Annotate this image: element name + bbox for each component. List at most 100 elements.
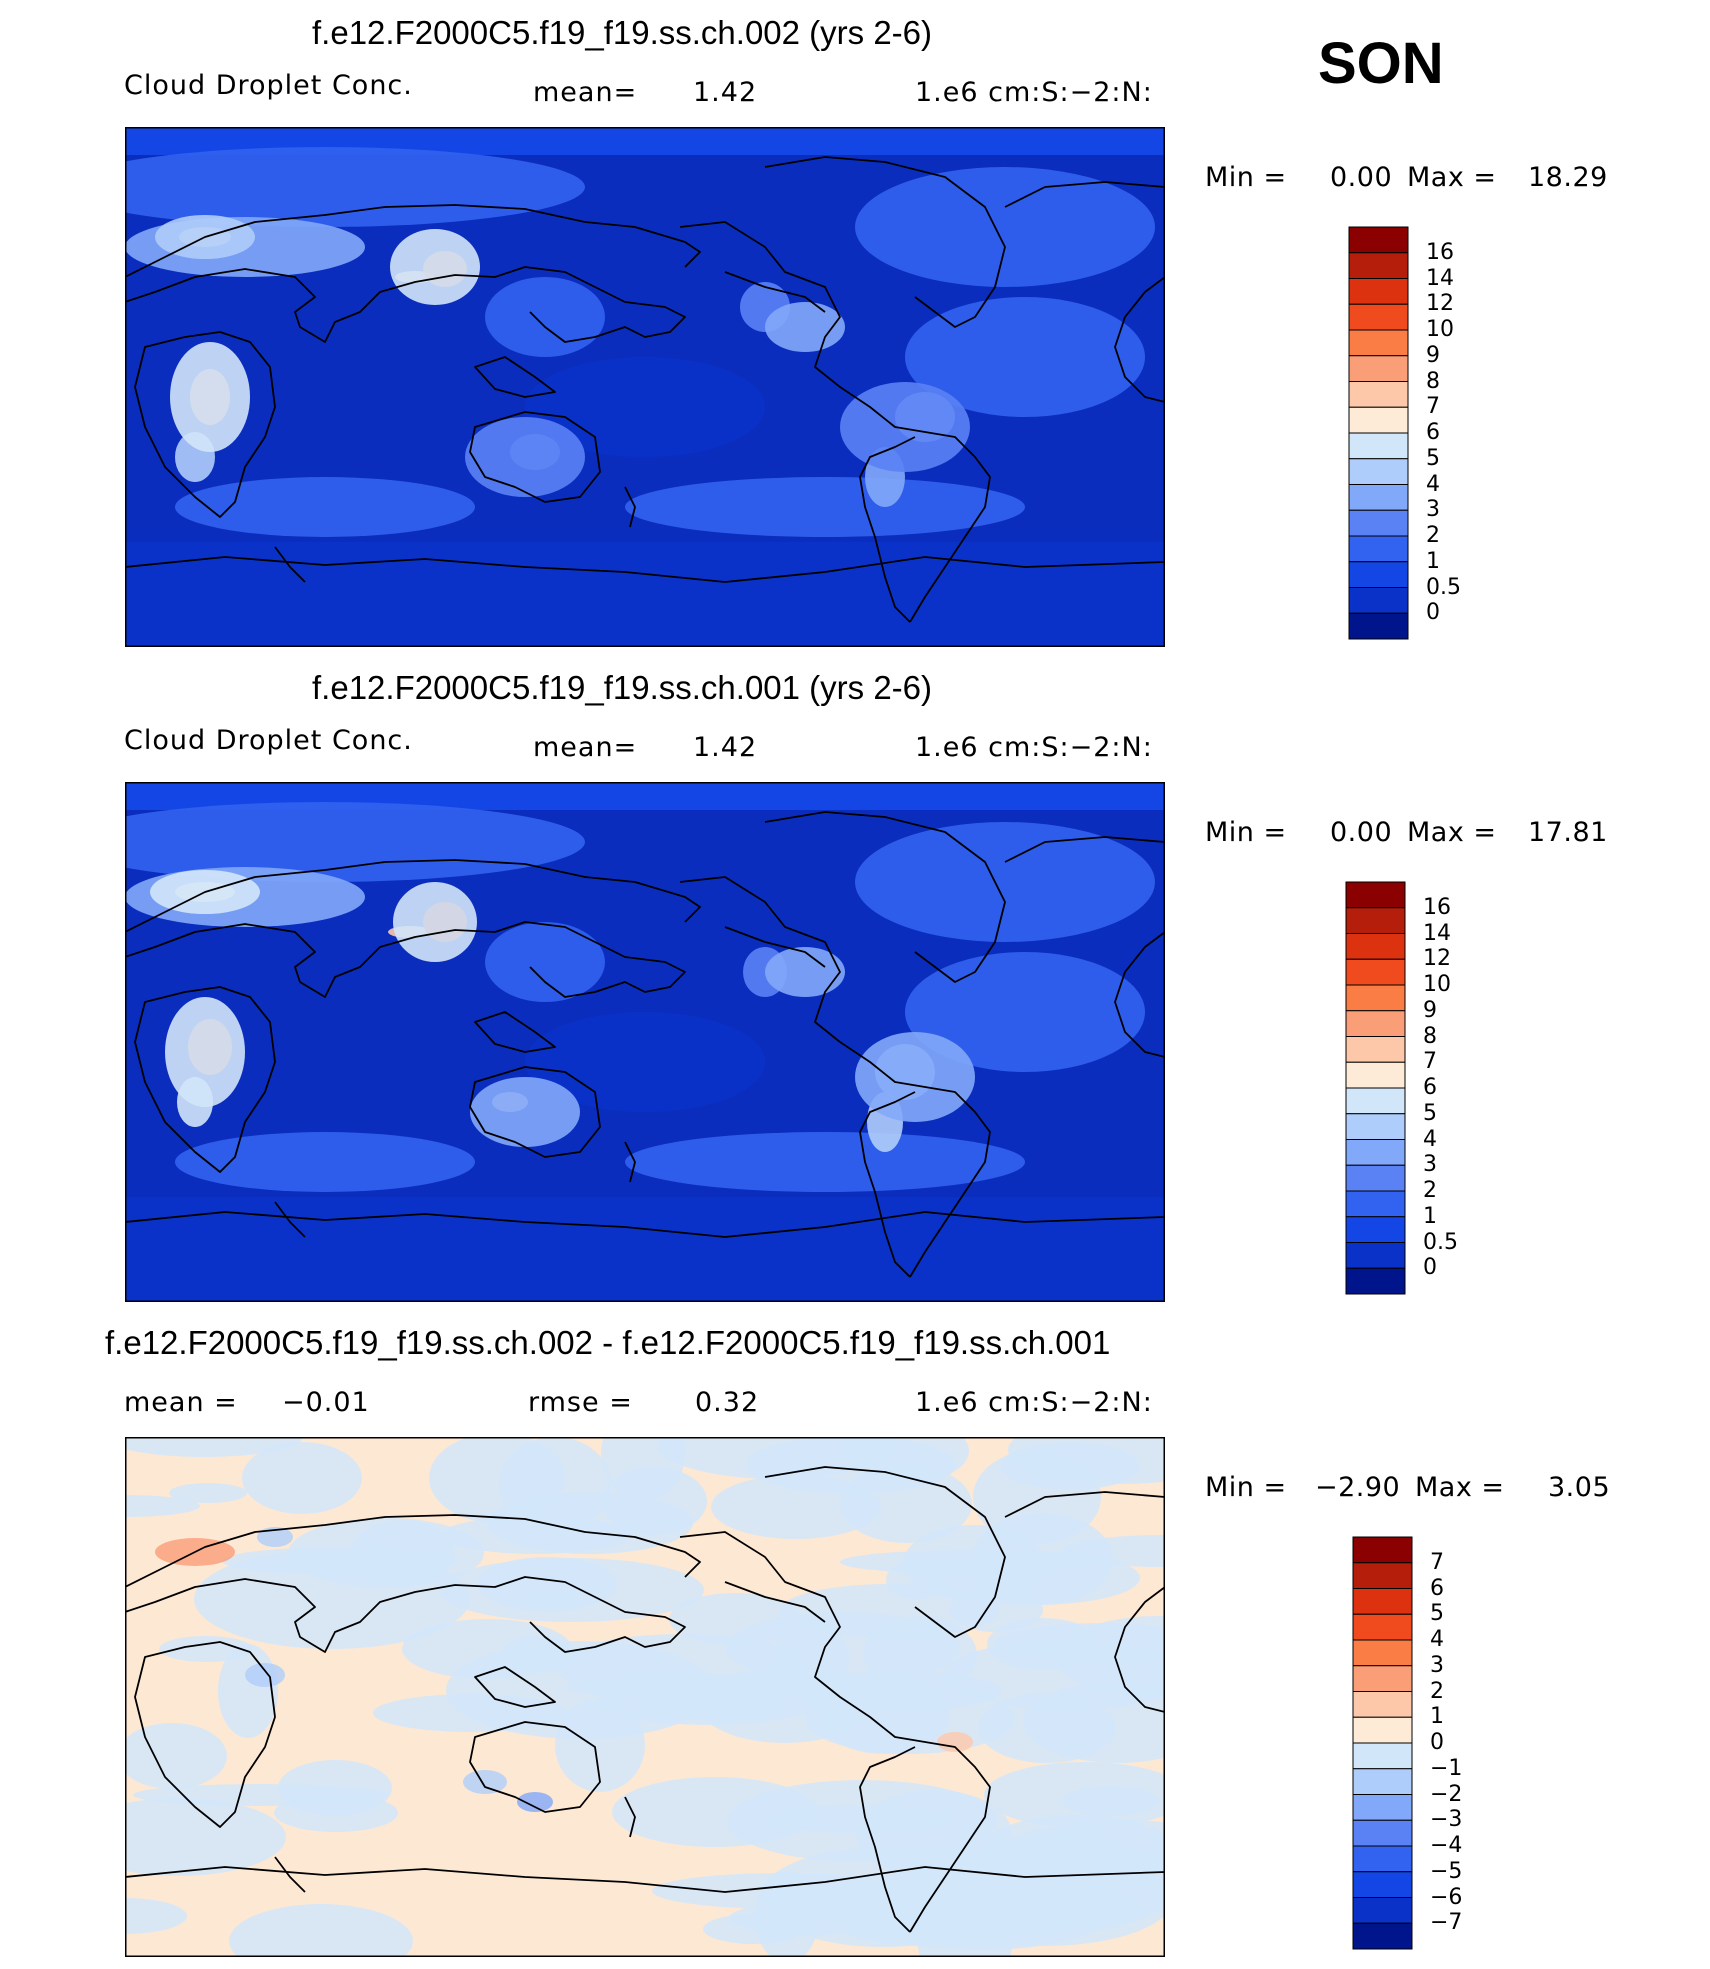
field-contour: [855, 1032, 975, 1122]
panel2-variable-label: Cloud Droplet Conc.: [124, 725, 413, 756]
panel2-coastlines: [125, 811, 1165, 1278]
field-contour: [840, 1550, 1100, 1574]
panel3-title: f.e12.F2000C5.f19_f19.ss.ch.002 - f.e12.…: [105, 1324, 1111, 1361]
colorbar-label: 9: [1426, 342, 1440, 368]
field-contour: [485, 277, 605, 357]
colorbar-swatch: [1352, 1794, 1413, 1821]
field-contour: [1061, 1786, 1159, 1816]
colorbar-swatch: [1345, 1061, 1406, 1089]
field-contour: [175, 477, 475, 537]
coastline: [474, 1666, 556, 1708]
colorbar-label: 7: [1426, 394, 1440, 420]
coastline: [1114, 276, 1165, 403]
coastline: [474, 356, 556, 398]
panel2-title: f.e12.F2000C5.f19_f19.ss.ch.001 (yrs 2-6…: [312, 669, 933, 706]
coastline: [1004, 181, 1165, 208]
colorbar-swatch: [1345, 984, 1406, 1012]
panel1-max-value: 18.29: [1528, 162, 1608, 193]
field-contour: [937, 1732, 973, 1752]
colorbar-swatch: [1352, 1819, 1413, 1847]
field-contour: [840, 1465, 972, 1543]
coastline: [859, 1091, 916, 1278]
panel2-map: [125, 782, 1165, 1302]
coastline: [679, 1531, 991, 1933]
colorbar-swatch: [1352, 1536, 1413, 1564]
colorbar-swatch: [1345, 1010, 1406, 1037]
colorbar-swatch: [1352, 1768, 1413, 1795]
coastline: [125, 266, 686, 343]
colorbar-label: −3: [1430, 1807, 1463, 1833]
field-contour: [525, 1012, 765, 1112]
panel2-max-value: 17.81: [1528, 817, 1608, 848]
coastline: [764, 811, 1006, 983]
panel3-min-value: −2.90: [1315, 1472, 1401, 1503]
field-contour: [993, 1827, 1127, 1901]
field-contour: [169, 1483, 247, 1503]
field-contour: [242, 1442, 362, 1514]
field-contour: [855, 167, 1155, 287]
colorbar-swatch: [1348, 406, 1409, 434]
colorbar-swatch: [1348, 432, 1409, 460]
field-contour: [470, 1077, 580, 1147]
field-contour: [905, 297, 1145, 417]
colorbar-label: 7: [1423, 1049, 1437, 1075]
colorbar-label: 2: [1426, 523, 1440, 548]
colorbar-label: 4: [1423, 1126, 1437, 1152]
field-contour: [175, 1132, 475, 1192]
panel3-max-value: 3.05: [1548, 1472, 1611, 1503]
panel2-units: 1.e6 cm:S:−2:N:: [915, 732, 1153, 763]
colorbar-swatch: [1348, 303, 1409, 331]
field-contour: [125, 802, 585, 882]
colorbar-label: 1: [1426, 548, 1440, 574]
field-contour: [125, 1495, 200, 1517]
colorbar-label: 4: [1430, 1627, 1444, 1652]
field-contour: [465, 417, 585, 497]
colorbar-swatch: [1345, 933, 1406, 960]
coastline: [1004, 1491, 1165, 1518]
coastline: [274, 1856, 306, 1893]
field-contour: [125, 1798, 286, 1876]
panel2-max-label: Max =: [1407, 817, 1497, 848]
panel3-min-label: Min =: [1205, 1472, 1287, 1503]
colorbar-swatch: [1352, 1845, 1413, 1873]
colorbar-swatch: [1345, 1139, 1406, 1166]
panel2-mean-value: 1.42: [693, 732, 758, 763]
coastline: [134, 986, 276, 1173]
colorbar-swatch: [1348, 355, 1409, 382]
coastline: [125, 556, 1165, 583]
field-contour: [1055, 1616, 1165, 1698]
field-contour: [170, 342, 250, 452]
colorbar-label: 16: [1426, 239, 1454, 265]
colorbar-swatch: [1348, 329, 1409, 357]
panel3-map: [125, 1437, 1165, 1957]
field-contour: [517, 1792, 553, 1812]
coastline: [724, 926, 826, 968]
panel1-title: f.e12.F2000C5.f19_f19.ss.ch.002 (yrs 2-6…: [312, 14, 933, 51]
coastline: [125, 859, 701, 933]
colorbar-swatch: [1352, 1613, 1413, 1641]
colorbar-label: 3: [1430, 1652, 1444, 1678]
field-contour: [441, 1516, 631, 1554]
coastline: [469, 1721, 601, 1813]
panel3-rmse-value: 0.32: [695, 1387, 760, 1418]
panel3-mean-label: mean =: [124, 1387, 238, 1418]
field-contour: [229, 1904, 413, 1957]
panel1-min-label: Min =: [1205, 162, 1287, 193]
colorbar-label: −1: [1430, 1755, 1463, 1781]
panel2-min-label: Min =: [1205, 817, 1287, 848]
colorbar-swatch: [1345, 1113, 1406, 1140]
panel1-variable-label: Cloud Droplet Conc.: [124, 70, 413, 101]
colorbar-swatch: [1345, 1216, 1406, 1243]
field-contour: [973, 1450, 1101, 1544]
coastline: [624, 486, 636, 528]
colorbar-swatch: [1352, 1742, 1413, 1770]
panel2-mean-label: mean=: [533, 732, 638, 763]
coastline: [469, 1066, 601, 1158]
coastline: [469, 411, 601, 503]
field-contour: [125, 1437, 302, 1457]
coastline: [724, 1581, 826, 1623]
colorbar-label: −7: [1430, 1910, 1463, 1936]
colorbar-swatch: [1352, 1639, 1413, 1667]
panel3-max-label: Max =: [1415, 1472, 1505, 1503]
panel3-map-field: [125, 1437, 1165, 1957]
